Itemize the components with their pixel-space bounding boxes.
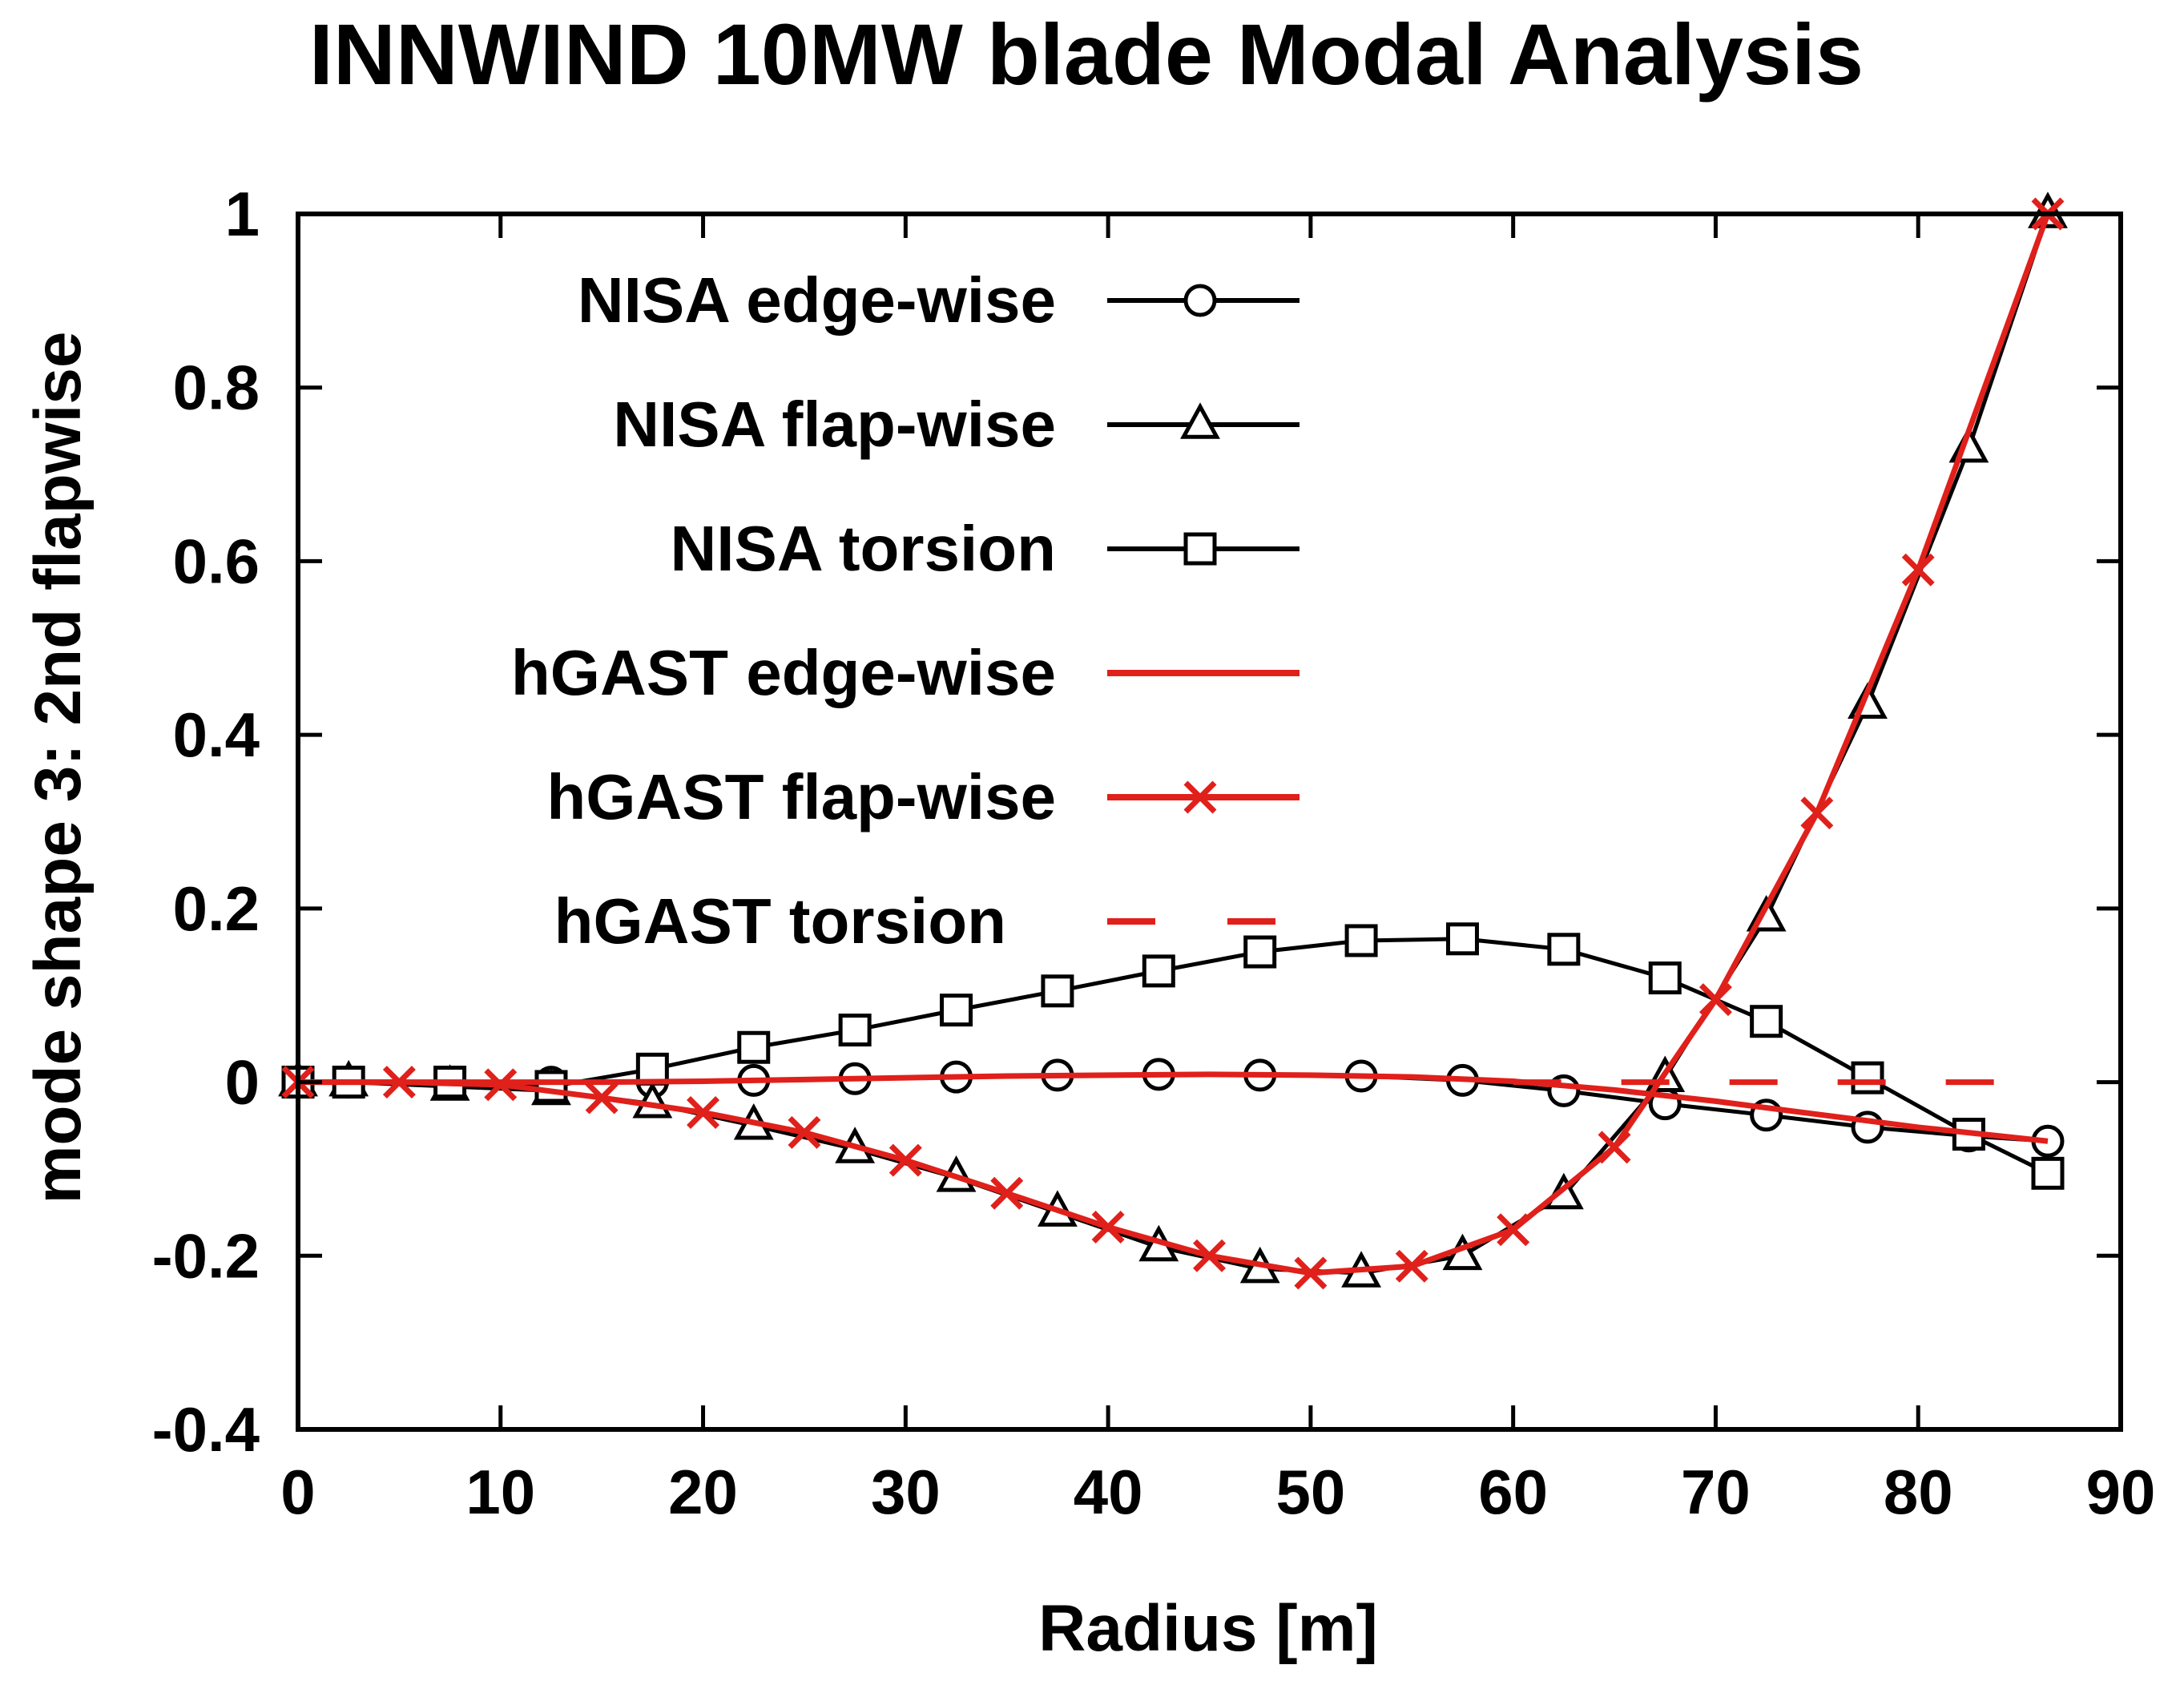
x-tick-label: 80 bbox=[1884, 1457, 1953, 1527]
data-point bbox=[585, 1081, 619, 1115]
data-point bbox=[635, 1052, 669, 1086]
data-point bbox=[1497, 1213, 1530, 1247]
data-point bbox=[1344, 924, 1378, 957]
data-point bbox=[1445, 922, 1479, 956]
data-point bbox=[940, 994, 973, 1027]
data-point bbox=[1041, 974, 1074, 1008]
data-point bbox=[788, 1115, 821, 1149]
legend-label: NISA flap-wise bbox=[613, 389, 1056, 460]
x-axis-label: Radius [m] bbox=[1038, 1592, 1378, 1665]
legend-entry: NISA torsion bbox=[671, 513, 1300, 584]
y-tick-label: -0.4 bbox=[152, 1394, 260, 1465]
y-tick-label: 0.6 bbox=[173, 526, 260, 596]
axis-ticks: 0 10 20 30 40 50 60 70 80 90 -0.4 -0.2 0 0.2 0.4 0.6 0.8… bbox=[152, 179, 2156, 1527]
legend-label: NISA edge-wise bbox=[578, 264, 1056, 336]
legend-entry: hGAST edge-wise bbox=[511, 637, 1300, 708]
data-point bbox=[1901, 553, 1935, 587]
y-tick-label: 0.4 bbox=[173, 699, 260, 770]
y-tick-label: -0.2 bbox=[152, 1220, 260, 1291]
data-point bbox=[1294, 1256, 1328, 1290]
series-layer bbox=[278, 191, 2068, 1290]
chart-title: INNWIND 10MW blade Modal Analysis bbox=[309, 6, 1864, 103]
series-hgast-edge-wise bbox=[298, 1071, 2049, 1144]
data-point bbox=[889, 1143, 922, 1177]
legend-marker bbox=[1183, 532, 1217, 566]
legend-label: hGAST edge-wise bbox=[511, 637, 1056, 708]
data-point bbox=[1698, 983, 1732, 1017]
legend-marker bbox=[1183, 780, 1217, 814]
data-point bbox=[1395, 1249, 1428, 1283]
x-tick-label: 30 bbox=[871, 1457, 941, 1527]
data-point bbox=[1648, 961, 1682, 995]
data-point bbox=[1547, 933, 1581, 966]
data-point bbox=[534, 1070, 568, 1103]
plot-frame bbox=[296, 212, 2123, 1432]
legend: NISA edge-wise NISA flap-wise NISA torsion… bbox=[511, 264, 1300, 957]
legend-marker bbox=[1180, 402, 1220, 439]
legend-marker bbox=[1183, 284, 1217, 317]
data-point bbox=[1750, 1005, 1783, 1038]
y-tick-label: 1 bbox=[225, 179, 260, 249]
data-point bbox=[1193, 1239, 1226, 1272]
data-point bbox=[1142, 954, 1175, 988]
x-tick-label: 60 bbox=[1478, 1457, 1548, 1527]
series-line bbox=[298, 212, 2051, 1276]
data-point bbox=[1598, 1131, 1631, 1164]
data-point bbox=[737, 1030, 771, 1064]
y-tick-label: 0 bbox=[225, 1047, 260, 1118]
x-tick-label: 90 bbox=[2086, 1457, 2156, 1527]
data-point bbox=[484, 1068, 518, 1102]
data-point bbox=[382, 1066, 416, 1099]
legend-entry: NISA edge-wise bbox=[578, 264, 1300, 336]
legend-entry: NISA flap-wise bbox=[613, 389, 1300, 460]
series-line bbox=[298, 213, 2050, 1276]
x-tick-label: 10 bbox=[465, 1457, 535, 1527]
data-point bbox=[990, 1176, 1024, 1210]
legend-label: hGAST flap-wise bbox=[546, 761, 1056, 832]
x-tick-label: 20 bbox=[668, 1457, 738, 1527]
data-point bbox=[1243, 935, 1277, 969]
x-tick-label: 40 bbox=[1074, 1457, 1143, 1527]
legend-entry: hGAST flap-wise bbox=[546, 761, 1300, 832]
x-tick-label: 70 bbox=[1681, 1457, 1751, 1527]
y-tick-label: 0.8 bbox=[173, 353, 260, 423]
data-point bbox=[838, 1014, 872, 1047]
x-tick-label: 50 bbox=[1276, 1457, 1346, 1527]
x-tick-label: 0 bbox=[280, 1457, 315, 1527]
data-point bbox=[1800, 796, 1834, 830]
legend-entry: hGAST torsion bbox=[554, 885, 1300, 957]
series-nisa-flap-wise bbox=[278, 191, 2068, 1288]
legend-label: hGAST torsion bbox=[554, 885, 1006, 957]
legend-label: NISA torsion bbox=[671, 513, 1056, 584]
y-axis-label: mode shape 3: 2nd flapwise bbox=[22, 331, 95, 1203]
series-line bbox=[298, 1071, 2049, 1144]
series-nisa-torsion bbox=[281, 922, 2065, 1190]
data-point bbox=[1851, 1061, 1884, 1094]
data-point bbox=[2031, 1156, 2065, 1190]
y-tick-label: 0.2 bbox=[173, 873, 260, 944]
data-point bbox=[1091, 1211, 1125, 1244]
series-hgast-flap-wise bbox=[281, 197, 2065, 1290]
data-point bbox=[687, 1096, 720, 1129]
